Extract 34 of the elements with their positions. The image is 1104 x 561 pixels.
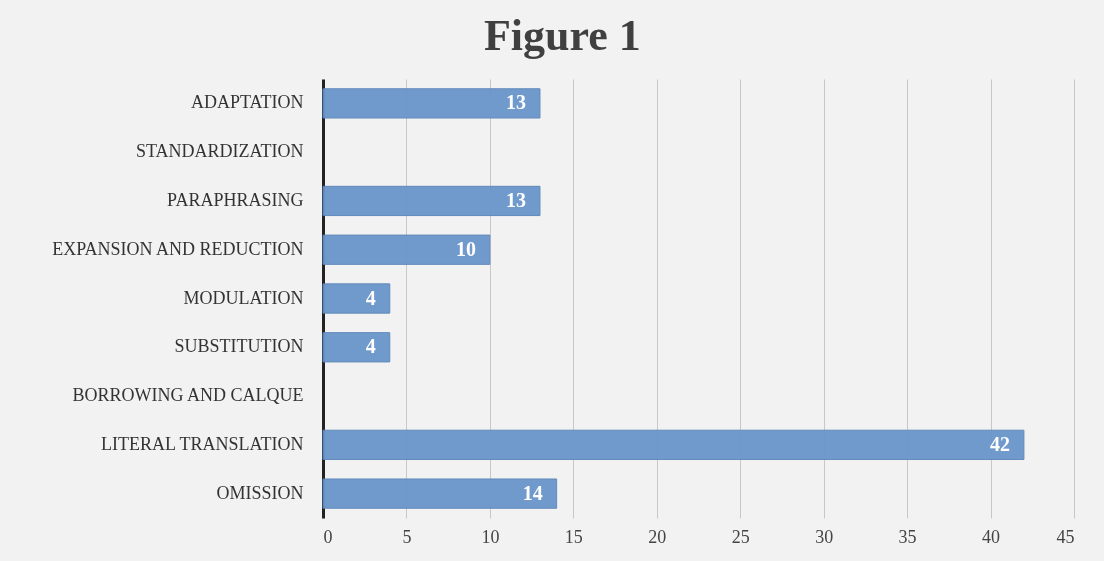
data-label: 14 bbox=[522, 481, 543, 504]
data-label: 4 bbox=[365, 286, 376, 309]
y-tick-label: LITERAL TRANSLATION bbox=[101, 433, 304, 454]
bar bbox=[322, 283, 391, 314]
bar bbox=[322, 234, 491, 265]
bar bbox=[322, 429, 1025, 460]
data-label: 13 bbox=[505, 188, 526, 211]
bar bbox=[322, 88, 541, 119]
chart-title: Figure 1 bbox=[483, 11, 641, 60]
y-tick-label: PARAPHRASING bbox=[167, 189, 304, 210]
x-tick-label: 0 bbox=[323, 526, 333, 547]
data-label: 42 bbox=[989, 432, 1010, 455]
y-tick-label: EXPANSION AND REDUCTION bbox=[52, 238, 304, 259]
y-tick-label: STANDARDIZATION bbox=[135, 141, 304, 162]
bar bbox=[322, 185, 541, 217]
x-tick-label: 45 bbox=[1056, 526, 1075, 547]
y-tick-label: ADAPTATION bbox=[190, 92, 304, 113]
x-tick-label: 30 bbox=[815, 526, 834, 547]
x-tick-label: 35 bbox=[898, 526, 917, 547]
data-label: 13 bbox=[505, 91, 526, 114]
x-tick-label: 25 bbox=[731, 526, 750, 547]
x-tick-label: 20 bbox=[648, 526, 667, 547]
data-label: 4 bbox=[365, 335, 376, 358]
x-tick-label: 5 bbox=[402, 526, 412, 547]
y-tick-label: BORROWING AND CALQUE bbox=[72, 385, 304, 406]
x-tick-label: 10 bbox=[481, 526, 500, 547]
x-tick-label: 15 bbox=[564, 526, 583, 547]
bar bbox=[322, 478, 558, 509]
y-tick-label: MODULATION bbox=[183, 287, 304, 308]
y-tick-label: SUBSTITUTION bbox=[174, 336, 304, 357]
x-tick-label: 40 bbox=[982, 526, 1001, 547]
data-label: 10 bbox=[455, 237, 476, 260]
bar bbox=[322, 332, 391, 363]
y-tick-label: OMISSION bbox=[216, 482, 304, 503]
